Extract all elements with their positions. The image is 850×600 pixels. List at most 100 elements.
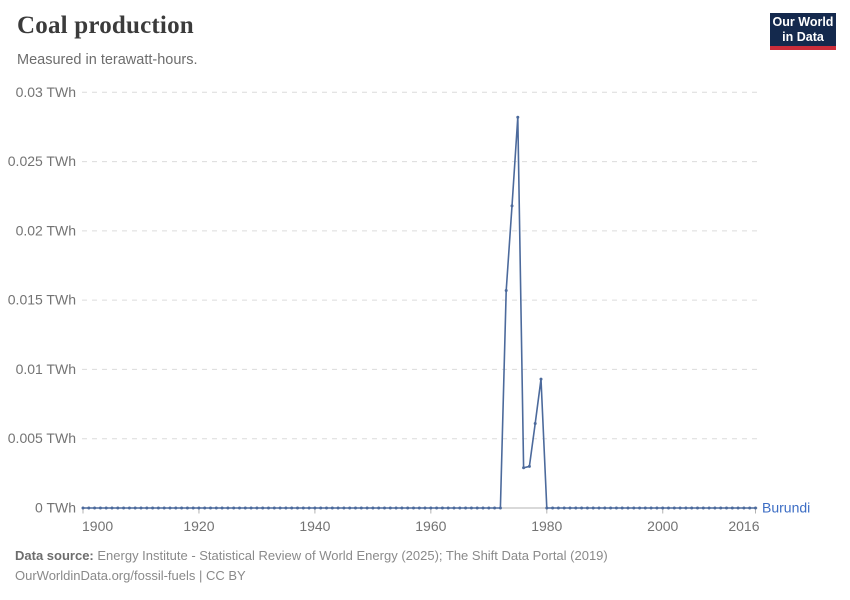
data-point [406, 506, 410, 510]
data-point [522, 466, 526, 470]
data-point [301, 506, 305, 510]
data-point [226, 506, 230, 510]
data-point [371, 506, 375, 510]
data-point [539, 377, 543, 381]
data-point [701, 506, 705, 510]
data-point [417, 506, 421, 510]
data-point [452, 506, 456, 510]
y-axis-tick-label: 0.01 TWh [16, 361, 76, 377]
data-point [342, 506, 346, 510]
x-axis-tick-label: 1980 [531, 518, 562, 534]
data-point [174, 506, 178, 510]
data-point [487, 506, 491, 510]
data-point [493, 506, 497, 510]
data-point [243, 506, 247, 510]
data-point [661, 506, 665, 510]
data-point [562, 506, 566, 510]
data-point [725, 506, 728, 510]
data-point [580, 506, 584, 510]
data-point [93, 506, 97, 510]
data-source-line: Data source: Energy Institute - Statisti… [15, 546, 835, 566]
data-point [145, 506, 149, 510]
data-point [609, 506, 613, 510]
data-point [632, 506, 636, 510]
data-point [713, 506, 717, 510]
x-axis-tick-label: 1920 [183, 518, 214, 534]
chart-footer: Data source: Energy Institute - Statisti… [15, 546, 835, 586]
data-point [272, 506, 276, 510]
data-point [696, 506, 699, 510]
data-point [209, 506, 212, 510]
data-point [620, 506, 624, 510]
data-point [730, 506, 734, 510]
data-point [336, 506, 340, 510]
x-axis-tick-label: 1900 [82, 518, 113, 534]
data-point [185, 506, 189, 510]
data-point [122, 506, 126, 510]
data-point [307, 506, 311, 510]
data-point [736, 506, 740, 510]
data-point [354, 506, 357, 510]
data-point [255, 506, 259, 510]
data-point [394, 506, 398, 510]
data-point [469, 506, 473, 510]
data-point [684, 506, 688, 510]
data-point [429, 506, 433, 510]
data-point [556, 506, 560, 510]
data-point [104, 506, 108, 510]
chart-subtitle: Measured in terawatt-hours. [17, 52, 198, 68]
data-line [82, 116, 757, 509]
data-point [481, 506, 485, 510]
data-point [412, 506, 415, 510]
data-point [87, 506, 91, 510]
data-point [707, 506, 711, 510]
data-point [133, 506, 137, 510]
data-point [754, 506, 757, 510]
data-point [655, 506, 659, 510]
data-point [296, 506, 299, 510]
page-title: Coal production [17, 12, 194, 39]
data-point [249, 506, 253, 510]
data-point [383, 506, 386, 510]
x-axis-tick-label: 1940 [299, 518, 330, 534]
data-point [672, 506, 676, 510]
data-point [597, 506, 601, 510]
data-point [614, 506, 618, 510]
data-point [551, 506, 555, 510]
data-point [359, 506, 363, 510]
data-point [203, 506, 207, 510]
owid-logo: Our World in Data [770, 13, 836, 50]
data-point [649, 506, 653, 510]
entity-label[interactable]: Burundi [762, 500, 810, 516]
data-point [168, 506, 172, 510]
y-axis-tick-label: 0.03 TWh [16, 84, 76, 100]
data-point [261, 506, 265, 510]
x-axis-tick-label: 2000 [647, 518, 678, 534]
y-axis-tick-label: 0 TWh [35, 500, 76, 516]
y-axis-tick-label: 0.02 TWh [16, 222, 76, 238]
data-point [603, 506, 607, 510]
data-point [319, 506, 323, 510]
data-point [591, 506, 595, 510]
data-point [440, 506, 444, 510]
data-point [585, 506, 589, 510]
data-point [116, 506, 120, 510]
data-point [214, 506, 218, 510]
data-point [446, 506, 450, 510]
data-point [475, 506, 479, 510]
data-point [568, 506, 572, 510]
data-point [191, 506, 195, 510]
data-point [139, 506, 143, 510]
data-point [156, 506, 160, 510]
data-point [458, 506, 462, 510]
data-point [220, 506, 224, 510]
data-point [162, 506, 166, 510]
license-text: OurWorldinData.org/fossil-fuels | CC BY [15, 568, 246, 583]
data-point [127, 506, 131, 510]
data-point [388, 506, 392, 510]
data-point [98, 506, 102, 510]
data-point [232, 506, 236, 510]
data-point [290, 506, 294, 510]
